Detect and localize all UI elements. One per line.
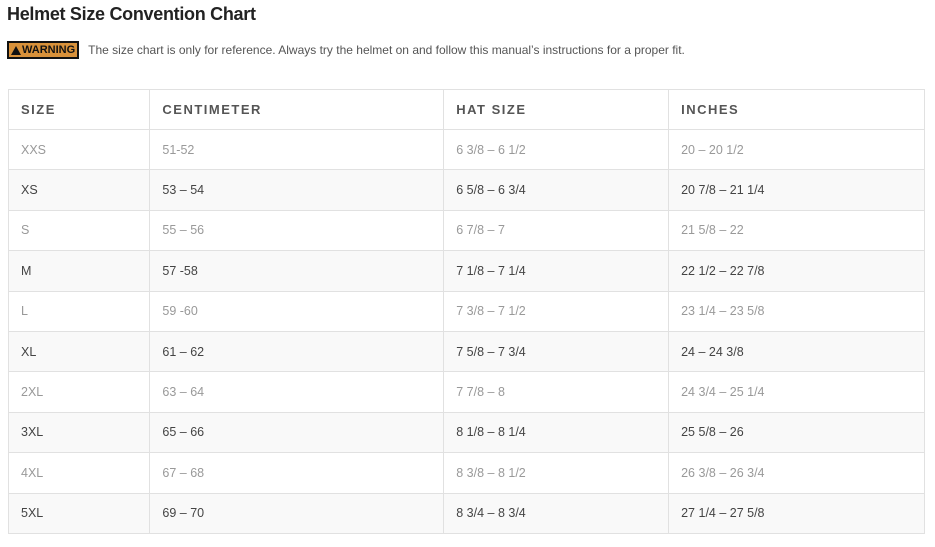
column-header: HAT SIZE bbox=[443, 89, 670, 130]
table-cell: 23 1/4 – 23 5/8 bbox=[668, 290, 925, 332]
table-cell: 6 3/8 – 6 1/2 bbox=[443, 128, 670, 171]
table-cell: S bbox=[7, 209, 151, 252]
warning-badge: WARNING bbox=[7, 41, 80, 59]
table-row: 4XL 67 – 68 8 3/8 – 8 1/2 26 3/8 – 26 3/4 bbox=[7, 452, 925, 494]
warning-triangle-icon bbox=[11, 45, 21, 55]
table-cell: XL bbox=[7, 330, 151, 373]
warning-text: The size chart is only for reference. Al… bbox=[88, 43, 685, 57]
table-cell: 55 – 56 bbox=[149, 209, 445, 252]
table-cell: 24 3/4 – 25 1/4 bbox=[668, 371, 925, 413]
table-cell: 51-52 bbox=[149, 128, 445, 171]
table-cell: 26 3/8 – 26 3/4 bbox=[668, 452, 925, 494]
table-cell: 5XL bbox=[7, 492, 151, 534]
table-cell: 59 -60 bbox=[149, 290, 445, 332]
table-cell: 21 5/8 – 22 bbox=[668, 209, 925, 252]
table-cell: 20 7/8 – 21 1/4 bbox=[668, 169, 925, 211]
table-header-row: SIZE CENTIMETER HAT SIZE INCHES bbox=[7, 89, 925, 130]
table-cell: 2XL bbox=[7, 371, 151, 413]
table-row: XS 53 – 54 6 5/8 – 6 3/4 20 7/8 – 21 1/4 bbox=[7, 169, 925, 211]
table-cell: 27 1/4 – 27 5/8 bbox=[668, 492, 925, 534]
table-cell: 7 7/8 – 8 bbox=[443, 371, 670, 413]
table-cell: 7 1/8 – 7 1/4 bbox=[443, 250, 670, 292]
warning-badge-label: WARNING bbox=[22, 44, 76, 56]
column-header: INCHES bbox=[668, 89, 925, 130]
table-row: 2XL 63 – 64 7 7/8 – 8 24 3/4 – 25 1/4 bbox=[7, 371, 925, 413]
warning-notice: WARNING The size chart is only for refer… bbox=[7, 41, 685, 59]
table-cell: 65 – 66 bbox=[149, 411, 445, 454]
table-cell: 22 1/2 – 22 7/8 bbox=[668, 250, 925, 292]
table-row: 5XL 69 – 70 8 3/4 – 8 3/4 27 1/4 – 27 5/8 bbox=[7, 492, 925, 534]
table-cell: 3XL bbox=[7, 411, 151, 454]
column-header: CENTIMETER bbox=[149, 89, 445, 130]
page-title: Helmet Size Convention Chart bbox=[7, 4, 256, 24]
column-header: SIZE bbox=[7, 89, 151, 130]
table-cell: 61 – 62 bbox=[149, 330, 445, 373]
table-cell: 8 3/8 – 8 1/2 bbox=[443, 452, 670, 494]
table-row: S 55 – 56 6 7/8 – 7 21 5/8 – 22 bbox=[7, 209, 925, 252]
table-cell: XS bbox=[7, 169, 151, 211]
table-row: M 57 -58 7 1/8 – 7 1/4 22 1/2 – 22 7/8 bbox=[7, 250, 925, 292]
table-cell: 7 3/8 – 7 1/2 bbox=[443, 290, 670, 332]
table-row: 3XL 65 – 66 8 1/8 – 8 1/4 25 5/8 – 26 bbox=[7, 411, 925, 454]
table-cell: XXS bbox=[7, 128, 151, 171]
table-cell: 24 – 24 3/8 bbox=[668, 330, 925, 373]
table-row: L 59 -60 7 3/8 – 7 1/2 23 1/4 – 23 5/8 bbox=[7, 290, 925, 332]
table-cell: 25 5/8 – 26 bbox=[668, 411, 925, 454]
table-cell: 8 1/8 – 8 1/4 bbox=[443, 411, 670, 454]
table-cell: 53 – 54 bbox=[149, 169, 445, 211]
table-cell: 69 – 70 bbox=[149, 492, 445, 534]
table-cell: M bbox=[7, 250, 151, 292]
table-cell: 67 – 68 bbox=[149, 452, 445, 494]
table-row: XXS 51-52 6 3/8 – 6 1/2 20 – 20 1/2 bbox=[7, 128, 925, 171]
table-cell: 4XL bbox=[7, 452, 151, 494]
table-cell: 8 3/4 – 8 3/4 bbox=[443, 492, 670, 534]
table-cell: 6 5/8 – 6 3/4 bbox=[443, 169, 670, 211]
table-row: XL 61 – 62 7 5/8 – 7 3/4 24 – 24 3/8 bbox=[7, 330, 925, 373]
table-cell: 63 – 64 bbox=[149, 371, 445, 413]
table-cell: 57 -58 bbox=[149, 250, 445, 292]
table-cell: L bbox=[7, 290, 151, 332]
table-cell: 7 5/8 – 7 3/4 bbox=[443, 330, 670, 373]
table-cell: 6 7/8 – 7 bbox=[443, 209, 670, 252]
size-chart-table: SIZE CENTIMETER HAT SIZE INCHES XXS 51-52 6 3… bbox=[7, 89, 925, 534]
table-cell: 20 – 20 1/2 bbox=[668, 128, 925, 171]
